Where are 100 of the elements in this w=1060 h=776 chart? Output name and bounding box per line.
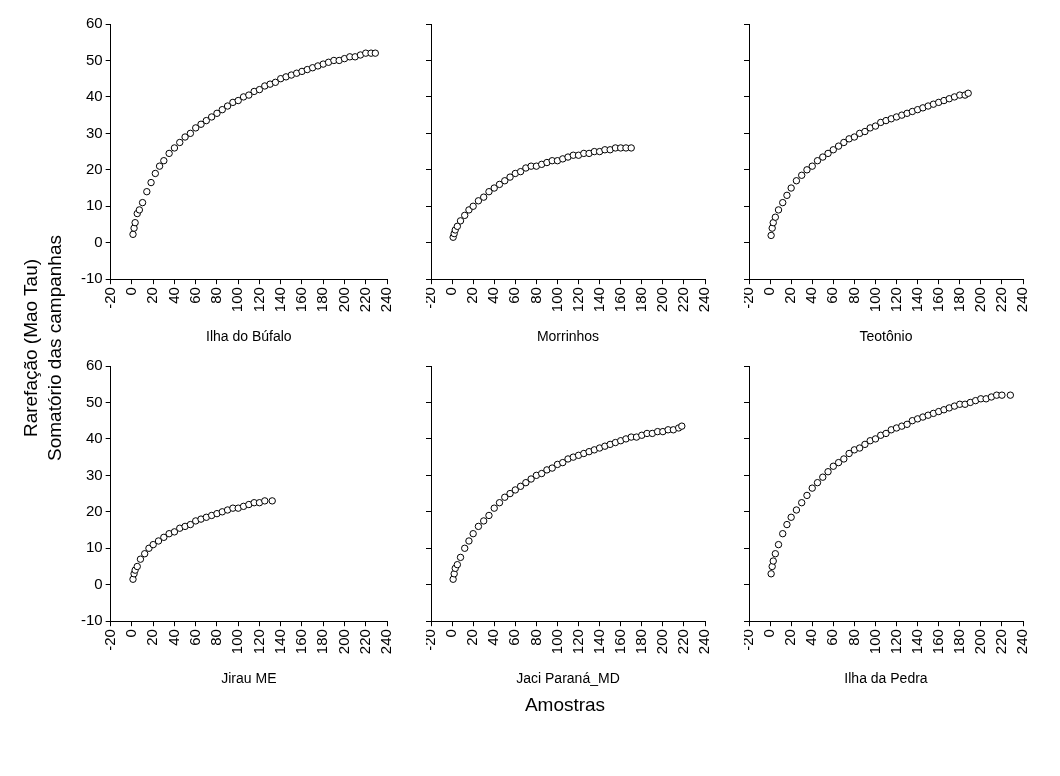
x-tick-label: 20 [143,287,161,304]
x-tick-label: 220 [992,287,1010,313]
x-tick-label: 120 [249,287,267,313]
text: Amostras [523,694,607,716]
x-tick-label: 200 [334,629,352,655]
x-tick-label: 20 [143,629,161,646]
x-tick-label: 120 [568,629,586,655]
x-tick-label: 120 [886,629,904,655]
y-tick-label: 30 [85,465,103,483]
x-tick-label: 60 [823,629,841,646]
x-tick-label: 0 [760,629,778,638]
y-tick-label: 0 [94,232,103,250]
x-tick-label: 220 [992,629,1010,655]
x-tick-label: 240 [1013,629,1031,655]
x-tick-label: 240 [695,287,713,313]
x-tick-label: 160 [610,287,628,313]
x-tick-label: 220 [674,629,692,655]
y-tick-label: 60 [85,356,103,374]
x-tick-label: 100 [547,629,565,655]
y-tick-label: 30 [85,123,103,141]
x-tick-label: 60 [185,287,203,304]
x-tick-label: 140 [270,629,288,655]
x-tick-label: 240 [695,629,713,655]
x-axis-title: Ilha do Búfalo [206,328,292,345]
x-tick-label: 140 [589,629,607,655]
x-tick-label: 140 [589,287,607,313]
x-tick-label: 40 [164,287,182,304]
x-tick-label: 180 [631,629,649,655]
x-tick-label: 20 [781,287,799,304]
x-tick-label: 220 [355,287,373,313]
x-tick-label: 100 [547,287,565,313]
x-tick-label: 0 [122,629,140,638]
x-tick-label: 180 [313,629,331,655]
x-tick-label: 20 [781,629,799,646]
x-tick-label: 60 [505,629,523,646]
x-tick-label: 220 [355,629,373,655]
x-tick-label: 180 [949,629,967,655]
y-tick-label: 50 [85,392,103,410]
y-tick-label: 40 [85,429,103,447]
y-tick-label: -10 [80,269,103,287]
x-tick-label: 60 [185,629,203,646]
y-tick-label: -10 [80,611,103,629]
x-tick-label: 20 [463,287,481,304]
x-tick-label: 160 [292,287,310,313]
x-tick-label: 200 [652,629,670,655]
x-tick-label: 240 [377,629,395,655]
x-tick-label: 120 [568,287,586,313]
x-tick-label: 0 [122,287,140,296]
x-tick-label: 200 [970,629,988,655]
y-tick-label: 0 [94,574,103,592]
x-tick-label: 80 [844,629,862,646]
x-tick-label: 120 [886,287,904,313]
y-tick-label: 20 [85,159,103,177]
x-tick-label: -20 [100,629,118,651]
x-axis-title: Jaci Paraná_MD [516,670,620,687]
x-tick-label: 180 [631,287,649,313]
x-tick-label: 20 [463,629,481,646]
y-tick-label: 10 [85,538,103,556]
x-tick-label: 160 [928,629,946,655]
x-tick-label: 140 [907,629,925,655]
x-tick-label: 240 [1013,287,1031,313]
x-axis-title: Morrinhos [536,328,600,345]
x-tick-label: 40 [802,287,820,304]
x-tick-label: 220 [674,287,692,313]
x-tick-label: 60 [823,287,841,304]
x-tick-label: 40 [802,629,820,646]
x-tick-label: 80 [207,629,225,646]
x-tick-label: 180 [313,287,331,313]
x-tick-label: 100 [228,629,246,655]
x-tick-label: 100 [865,287,883,313]
x-tick-label: 140 [907,287,925,313]
x-tick-label: 40 [484,287,502,304]
y-tick-label: 20 [85,501,103,519]
x-tick-label: -20 [100,287,118,309]
x-tick-label: 120 [249,629,267,655]
x-tick-label: 80 [844,287,862,304]
y-axis-title: Rarefação (Mao Tau) Somatório das campanhas [19,234,66,462]
x-tick-label: 160 [292,629,310,655]
x-tick-label: 100 [228,287,246,313]
y-tick-label: 10 [85,196,103,214]
x-tick-label: 100 [865,629,883,655]
x-tick-label: 80 [526,287,544,304]
x-tick-label: 240 [377,287,395,313]
x-tick-label: 160 [610,629,628,655]
x-tick-label: 60 [505,287,523,304]
x-tick-label: 180 [949,287,967,313]
x-axis-title: Ilha da Pedra [844,670,928,687]
x-tick-label: 200 [970,287,988,313]
y-tick-label: 50 [85,50,103,68]
x-tick-label: 140 [270,287,288,313]
x-tick-label: 0 [442,629,460,638]
x-tick-label: 200 [334,287,352,313]
x-tick-label: 200 [652,287,670,313]
x-axis-title: Teotônio [859,328,913,345]
x-tick-label: 40 [164,629,182,646]
x-axis-title: Jirau ME [221,670,277,687]
x-tick-label: 80 [526,629,544,646]
x-tick-label: 160 [928,287,946,313]
x-tick-label: 40 [484,629,502,646]
y-tick-label: 40 [85,87,103,105]
